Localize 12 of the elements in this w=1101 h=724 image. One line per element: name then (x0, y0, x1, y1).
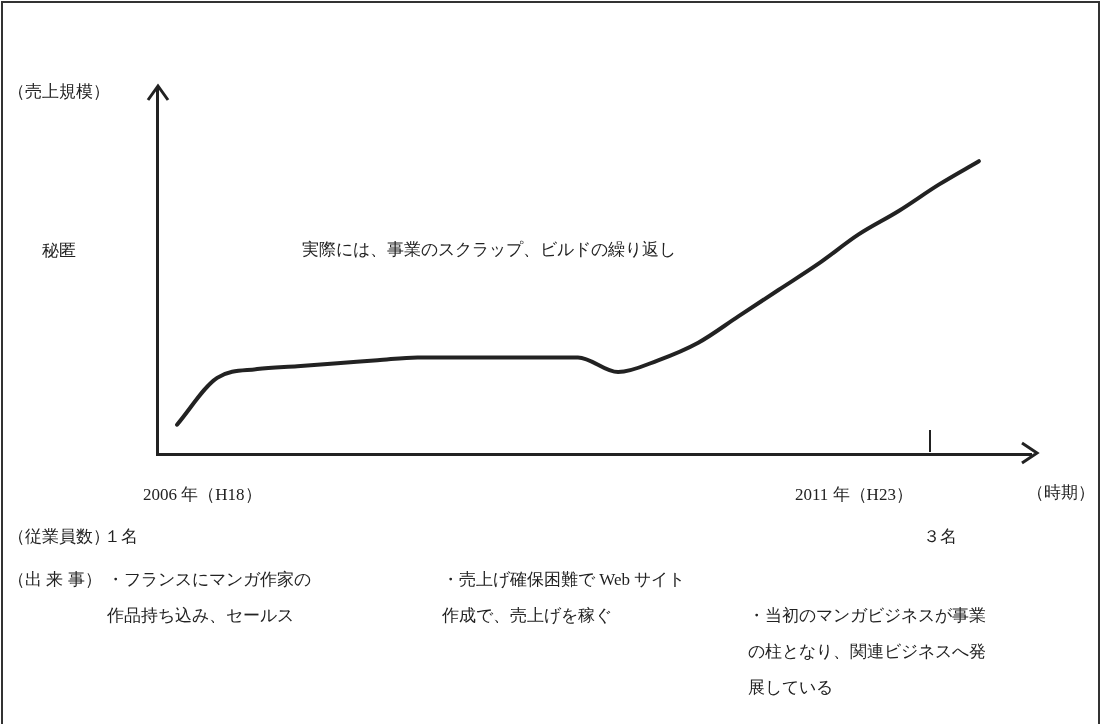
text: １名 (104, 526, 138, 548)
y-axis-title: （売上規模） (8, 81, 110, 103)
annotation: 実際には、事業のスクラップ、ビルドの繰り返し (302, 239, 676, 261)
text: 2006 年（H18） (143, 484, 262, 506)
text: ・フランスにマンガ作家の作品持ち込み、セールス (107, 569, 312, 627)
text: 秘匿 (42, 240, 76, 262)
x-axis-title: （時期） (1027, 482, 1095, 504)
text: ３名 (923, 526, 957, 548)
text: ・当初のマンガビジネスが事業の柱となり、関連ビジネスへ発展している (748, 605, 987, 699)
text: ・売上げ確保困難で Web サイト作成で、売上げを稼ぐ (442, 569, 687, 627)
text: 2011 年（H23） (795, 484, 913, 506)
text: （出 来 事） (8, 569, 102, 591)
